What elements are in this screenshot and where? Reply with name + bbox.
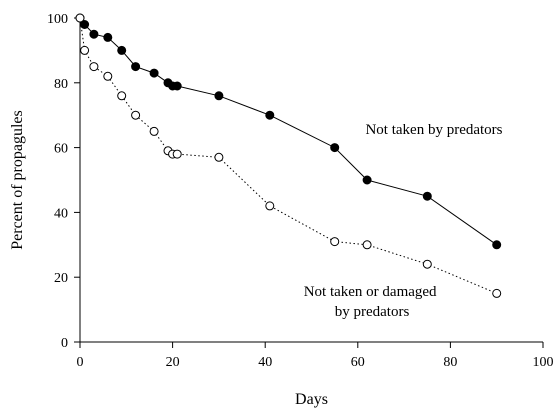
x-tick-label: 0 <box>77 355 84 370</box>
y-tick-label: 40 <box>54 206 68 221</box>
y-tick-label: 80 <box>54 77 68 92</box>
series-1 <box>75 13 502 250</box>
data-point <box>330 237 340 247</box>
data-point <box>362 240 372 250</box>
data-point <box>172 149 182 159</box>
y-tick-label: 0 <box>61 336 68 351</box>
annotation-not-taken-or-damaged-line-2: by predators <box>335 304 410 320</box>
series-layer <box>75 13 502 298</box>
labels: Days Percent of propagules Not taken by … <box>9 110 503 408</box>
data-point <box>103 32 113 42</box>
data-point <box>149 126 159 136</box>
x-tick-label: 40 <box>258 355 272 370</box>
data-point <box>172 81 182 91</box>
data-point <box>89 29 99 39</box>
data-point <box>265 201 275 211</box>
data-point <box>214 152 224 162</box>
data-point <box>103 71 113 81</box>
data-point <box>422 259 432 269</box>
series-2 <box>75 13 502 298</box>
y-tick-label: 100 <box>47 12 68 27</box>
series-line <box>79 17 497 294</box>
data-point <box>131 62 141 72</box>
y-axis-title: Percent of propagules <box>9 110 26 250</box>
x-axis-title: Days <box>295 391 328 408</box>
data-point <box>75 13 85 23</box>
annotation-not-taken: Not taken by predators <box>365 122 502 138</box>
data-point <box>149 68 159 78</box>
x-tick-label: 80 <box>443 355 457 370</box>
data-point <box>117 45 127 55</box>
y-tick-label: 20 <box>54 271 68 286</box>
x-tick-label: 20 <box>166 355 180 370</box>
data-point <box>362 175 372 185</box>
data-point <box>131 110 141 120</box>
data-point <box>265 110 275 120</box>
annotation-not-taken-or-damaged: Not taken or damaged by predators <box>304 284 441 320</box>
y-tick-label: 60 <box>54 142 68 157</box>
data-point <box>214 91 224 101</box>
data-point <box>80 45 90 55</box>
axes: 0 20 40 60 80 100 0 20 40 60 80 100 <box>47 12 554 370</box>
data-point <box>422 191 432 201</box>
data-point <box>89 62 99 72</box>
annotation-not-taken-or-damaged-line-1: Not taken or damaged <box>304 284 437 300</box>
annotation-not-taken-line-1: Not taken by predators <box>365 122 502 138</box>
data-point <box>492 288 502 298</box>
data-point <box>330 143 340 153</box>
x-tick-label: 100 <box>533 355 554 370</box>
x-tick-label: 60 <box>351 355 365 370</box>
data-point <box>117 91 127 101</box>
data-point <box>492 240 502 250</box>
data-point <box>80 20 90 29</box>
